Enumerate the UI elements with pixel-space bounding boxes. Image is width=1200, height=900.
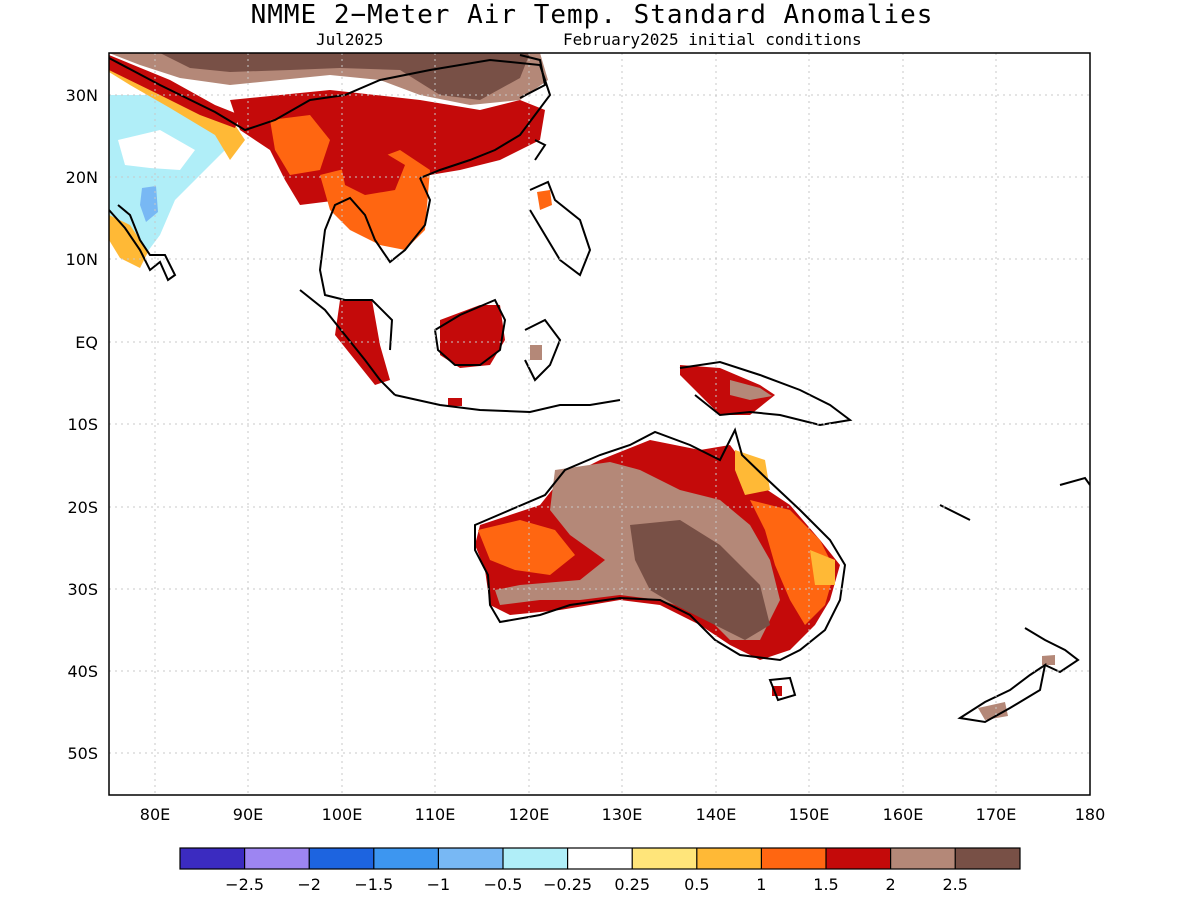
lon-tick-label: 160E (883, 805, 924, 824)
lon-tick-label: 80E (140, 805, 170, 824)
colorbar-swatch (826, 848, 891, 869)
new-guinea (680, 365, 775, 415)
australia-moderate-west (478, 520, 575, 575)
colorbar-swatch (696, 848, 762, 869)
lat-tick-label: 30S (67, 580, 98, 599)
colorbar-swatch (244, 848, 310, 869)
colorbar-label: 0.25 (614, 875, 650, 894)
map-frame (108, 52, 1091, 796)
queensland-warm (735, 450, 770, 495)
graticule (109, 53, 1090, 795)
lon-tick-label: 100E (322, 805, 363, 824)
longitude-axis: 80E 90E 100E 110E 120E 130E 140E 150E 16… (140, 805, 1106, 824)
lon-tick-label: 110E (415, 805, 456, 824)
colorbar-swatch (438, 848, 503, 869)
colorbar-swatch (309, 848, 374, 869)
lon-tick-label: 180 (1075, 805, 1106, 824)
colorbar-label: −1.5 (354, 875, 393, 894)
lon-tick-label: 140E (696, 805, 737, 824)
indochina-strong (340, 150, 405, 195)
lon-tick-label: 130E (602, 805, 643, 824)
colorbar-label: −2 (297, 875, 321, 894)
india-cold-core (118, 130, 195, 170)
lon-tick-label: 90E (233, 805, 263, 824)
colorbar-swatch (890, 848, 956, 869)
lat-tick-label: 10S (67, 415, 98, 434)
sulawesi-spot (530, 345, 542, 360)
sw-china-moderate (270, 115, 330, 175)
new-guinea-brown (730, 380, 772, 400)
philippines-spot (537, 190, 552, 210)
lat-tick-label: 40S (67, 662, 98, 681)
lat-tick-label: 20N (66, 168, 98, 187)
lat-tick-label: 50S (67, 744, 98, 763)
initial-conditions: February2025 initial conditions (563, 30, 862, 49)
colorbar-swatch (761, 848, 826, 869)
lat-tick-label: 30N (66, 86, 98, 105)
colorbar-swatch (632, 848, 697, 869)
colorbar-label: −0.25 (543, 875, 592, 894)
india-blue-spot (140, 186, 158, 222)
java-spot (448, 398, 462, 406)
lat-tick-label: 10N (66, 250, 98, 269)
lat-tick-label: EQ (75, 333, 98, 352)
india-warm-coast (109, 215, 148, 268)
colorbar-label: 2.5 (942, 875, 967, 894)
australia-moderate-east (750, 500, 835, 625)
lon-tick-label: 150E (789, 805, 830, 824)
colorbar-swatch (180, 848, 245, 869)
colorbar-swatch (503, 848, 568, 869)
colorbar-swatch (373, 848, 439, 869)
map-title: NMME 2−Meter Air Temp. Standard Anomalie… (250, 0, 934, 30)
colorbar-label: 2 (886, 875, 896, 894)
colorbar-label: −0.5 (484, 875, 523, 894)
australia-extreme (630, 520, 770, 640)
forecast-month: Jul2025 (316, 30, 384, 49)
nz-south-spot (978, 702, 1008, 720)
latitude-axis: 30N 20N 10N EQ 10S 20S 30S 40S 50S (66, 86, 98, 763)
map-field (109, 53, 1090, 724)
colorbar-label: 1 (756, 875, 766, 894)
india-cold-anomaly (109, 95, 225, 255)
colorbar-swatch (567, 848, 633, 869)
nsw-warm (810, 550, 835, 585)
lon-tick-label: 170E (976, 805, 1017, 824)
colorbar-label: −1 (427, 875, 451, 894)
colorbar-label: −2.5 (225, 875, 264, 894)
lon-tick-label: 120E (509, 805, 550, 824)
nz-north-spot (1042, 655, 1055, 665)
borneo (440, 305, 505, 368)
lat-tick-label: 20S (67, 498, 98, 517)
colorbar: −2.5 −2 −1.5 −1 −0.5 −0.25 0.25 0.5 1 1.… (179, 847, 1021, 894)
coastlines (109, 54, 1090, 724)
colorbar-label: 1.5 (813, 875, 838, 894)
tibet-extreme (160, 53, 530, 100)
colorbar-swatch (955, 848, 1020, 869)
colorbar-label: 0.5 (684, 875, 709, 894)
